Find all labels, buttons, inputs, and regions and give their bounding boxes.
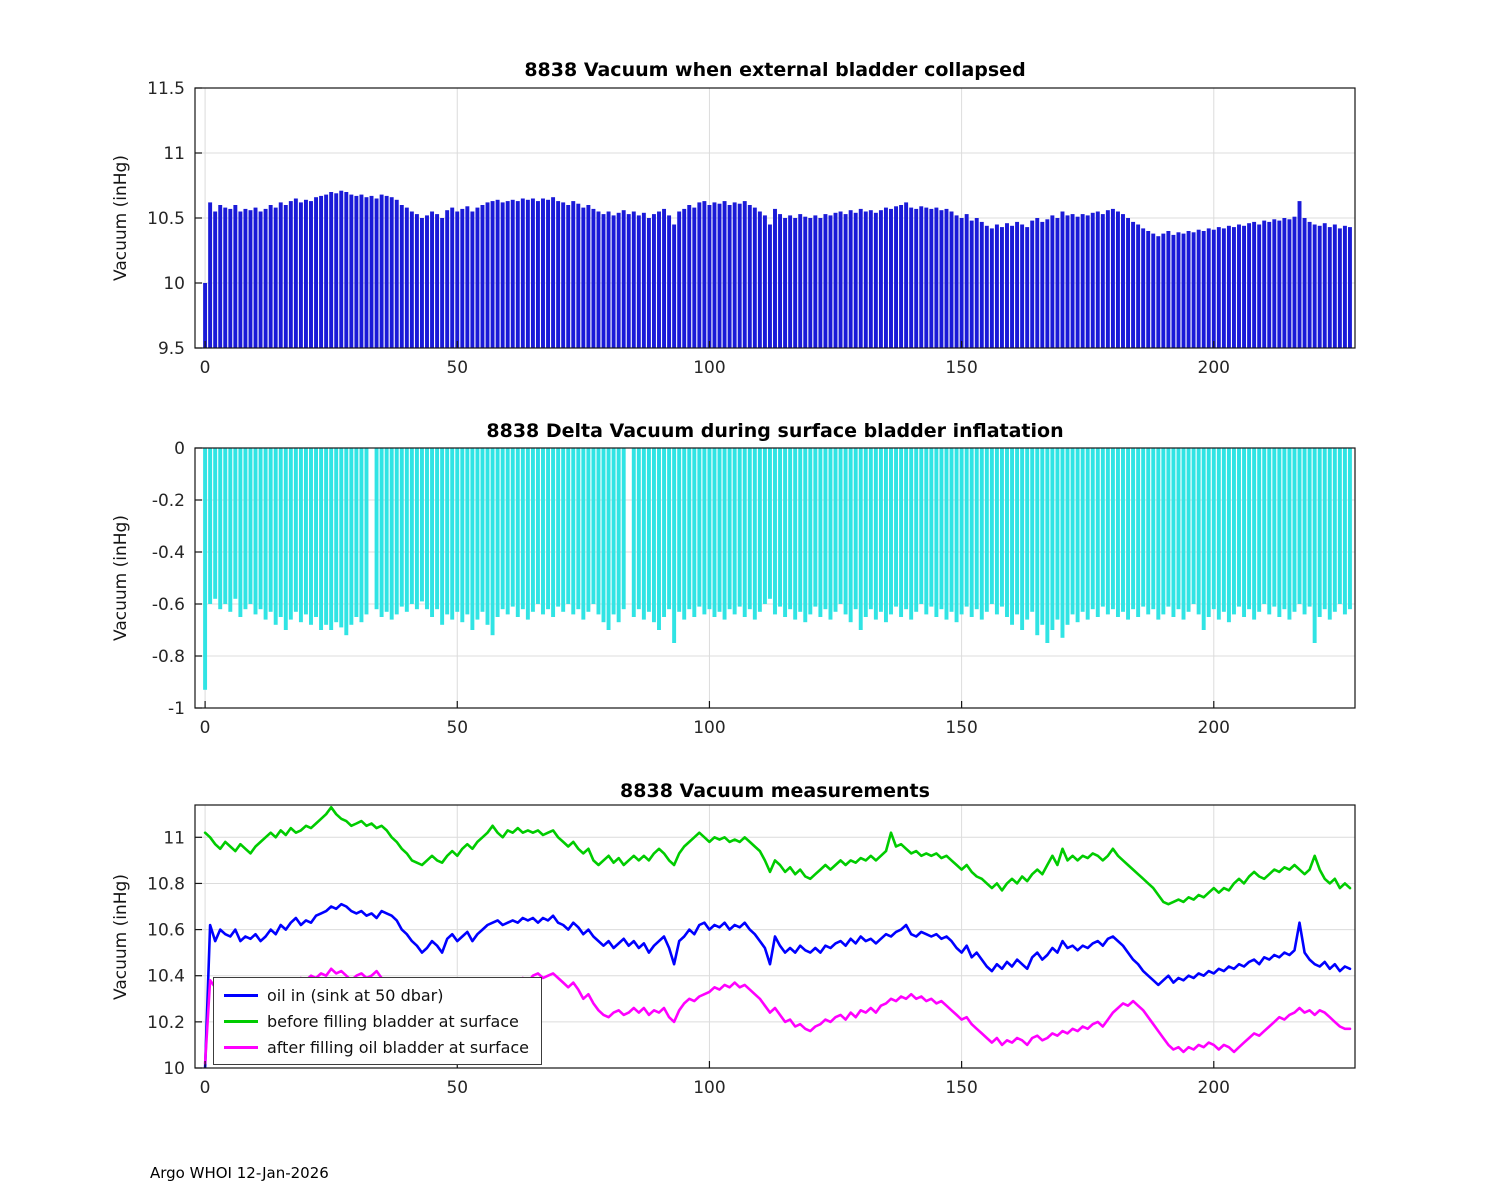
svg-text:10.4: 10.4 <box>147 967 185 987</box>
svg-text:11.5: 11.5 <box>147 79 185 99</box>
svg-text:150: 150 <box>945 718 977 738</box>
svg-text:-0.4: -0.4 <box>152 543 185 563</box>
magenta-line-swatch-icon <box>224 1045 258 1049</box>
svg-text:150: 150 <box>945 358 977 378</box>
svg-text:11: 11 <box>163 144 185 164</box>
svg-text:0: 0 <box>174 439 185 459</box>
svg-text:200: 200 <box>1198 1078 1230 1098</box>
svg-text:100: 100 <box>693 1078 725 1098</box>
svg-text:-0.2: -0.2 <box>152 491 185 511</box>
svg-text:10.8: 10.8 <box>147 874 185 894</box>
legend-item-oil-in: oil in (sink at 50 dbar) <box>224 983 529 1007</box>
svg-text:10: 10 <box>163 1059 185 1079</box>
chart-collapsed-vacuum-title: 8838 Vacuum when external bladder collap… <box>524 59 1026 81</box>
svg-text:50: 50 <box>446 1078 468 1098</box>
legend-label-oil-in: oil in (sink at 50 dbar) <box>267 985 444 1005</box>
chart-vacuum-measurements-title: 8838 Vacuum measurements <box>620 780 930 802</box>
svg-text:0: 0 <box>200 1078 211 1098</box>
svg-text:100: 100 <box>693 718 725 738</box>
svg-text:200: 200 <box>1198 718 1230 738</box>
svg-text:10.6: 10.6 <box>147 921 185 941</box>
chart1-y-axis-label: Vacuum (inHg) <box>111 155 131 281</box>
legend-label-before-filling: before filling bladder at surface <box>267 1011 519 1031</box>
legend-item-before-filling: before filling bladder at surface <box>224 1009 529 1033</box>
svg-text:200: 200 <box>1198 358 1230 378</box>
green-line-swatch-icon <box>224 1019 258 1023</box>
legend-item-after-filling: after filling oil bladder at surface <box>224 1035 529 1059</box>
legend: oil in (sink at 50 dbar) before filling … <box>213 977 543 1065</box>
footer-text: Argo WHOI 12-Jan-2026 <box>150 1164 329 1182</box>
svg-text:10: 10 <box>163 274 185 294</box>
svg-text:-0.6: -0.6 <box>152 595 185 615</box>
svg-text:-0.8: -0.8 <box>152 647 185 667</box>
svg-text:100: 100 <box>693 358 725 378</box>
svg-text:50: 50 <box>446 718 468 738</box>
svg-text:10.2: 10.2 <box>147 1013 185 1033</box>
svg-text:0: 0 <box>200 358 211 378</box>
chart2-y-axis-label: Vacuum (inHg) <box>111 515 131 641</box>
chart3-y-axis-label: Vacuum (inHg) <box>111 874 131 1000</box>
legend-label-after-filling: after filling oil bladder at surface <box>267 1037 530 1057</box>
svg-text:150: 150 <box>945 1078 977 1098</box>
svg-text:-1: -1 <box>168 699 185 719</box>
svg-text:0: 0 <box>200 718 211 738</box>
svg-text:10.5: 10.5 <box>147 209 185 229</box>
blue-line-swatch-icon <box>224 993 258 997</box>
chart-delta-vacuum-title: 8838 Delta Vacuum during surface bladder… <box>486 420 1064 442</box>
svg-text:9.5: 9.5 <box>158 339 185 359</box>
svg-text:11: 11 <box>163 828 185 848</box>
svg-text:50: 50 <box>446 358 468 378</box>
